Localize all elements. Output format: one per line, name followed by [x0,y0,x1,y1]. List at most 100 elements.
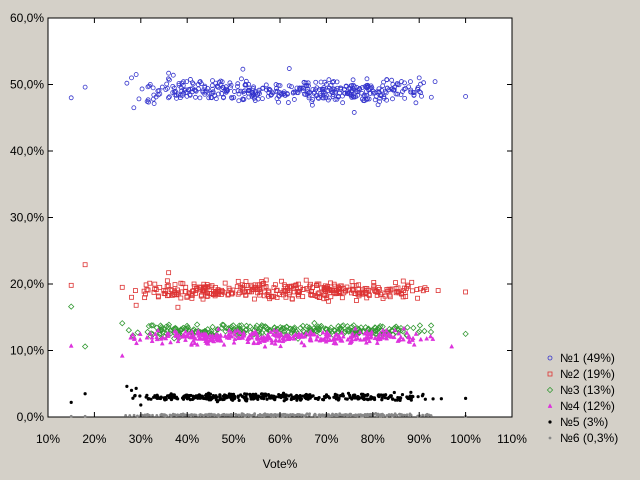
data-point [295,292,301,297]
data-point [178,280,184,286]
data-point [219,321,226,328]
data-point [322,287,327,292]
data-point [328,280,333,286]
data-point [159,84,165,90]
data-point [367,338,372,344]
data-point [350,330,355,336]
data-point [191,288,196,294]
data-point [430,336,436,341]
data-point [224,88,229,94]
data-point [155,414,159,417]
legend-item: №5 (3%) [548,415,608,429]
data-point [361,98,367,104]
data-point [355,87,361,93]
data-point [327,332,332,338]
data-point [387,395,391,399]
data-point [189,393,193,398]
y-tick-label: 0,0% [17,410,45,424]
data-point [166,394,171,398]
y-tick-label: 50,0% [10,78,44,92]
data-point [354,413,358,417]
data-point [317,413,321,417]
data-point [409,279,415,285]
data-point [138,394,142,398]
data-point [266,332,271,338]
data-point [305,80,311,86]
data-point [285,91,290,97]
legend-item: №2 (19%) [547,367,615,381]
data-point [296,413,300,416]
data-point [415,295,420,301]
data-point [423,397,427,401]
x-tick-label: 110% [497,432,527,446]
data-point [289,397,293,402]
data-point [355,92,361,98]
data-point [295,334,301,339]
x-axis-title: Vote% [263,457,298,471]
data-point [269,412,273,416]
data-point [400,278,406,284]
data-point [139,86,145,92]
data-point [294,393,299,398]
data-point [221,95,226,101]
legend-item: №1 (49%) [547,351,615,365]
data-point [181,332,186,337]
legend-label: №4 (12%) [560,399,615,413]
data-point [379,88,385,93]
data-point [365,397,369,401]
data-point [256,397,260,401]
data-point [416,328,423,335]
data-point [421,80,426,86]
data-point [384,97,389,103]
data-point [364,413,368,417]
data-point [400,89,405,94]
data-point [174,414,178,417]
data-point [132,413,136,417]
data-point [189,413,192,417]
data-point [392,390,396,395]
legend-marker [546,386,554,394]
data-point [346,391,351,395]
data-point [146,83,152,89]
data-point [402,80,407,86]
data-point [200,88,206,94]
data-point [279,278,284,284]
data-point [380,414,383,418]
data-point [375,102,381,108]
data-point [334,328,342,335]
data-point [151,101,157,106]
data-point [206,95,212,101]
data-point [421,413,425,417]
data-point [205,86,211,91]
data-point [197,95,203,101]
data-point [187,395,191,400]
data-point [263,413,267,416]
data-point [399,79,404,84]
data-point [255,290,261,296]
data-point [354,332,360,338]
data-point [184,324,192,331]
data-point [191,334,197,339]
data-point [212,93,218,99]
data-point [371,285,376,291]
data-point [321,413,324,416]
data-point [319,86,325,92]
data-point [384,335,390,341]
data-point [199,292,204,298]
data-point [287,335,293,340]
data-point [238,322,245,329]
data-point [380,83,386,89]
data-point [431,397,435,401]
data-point [306,83,311,89]
data-point [253,328,258,334]
data-point [338,85,343,91]
data-point [323,92,329,98]
legend-item: №4 (12%) [547,399,615,413]
data-point [268,329,274,334]
data-point [299,322,307,330]
data-point [145,287,151,293]
data-point [351,110,357,115]
data-point [179,92,185,98]
data-point [350,322,357,329]
x-tick-label: 70% [314,432,338,446]
